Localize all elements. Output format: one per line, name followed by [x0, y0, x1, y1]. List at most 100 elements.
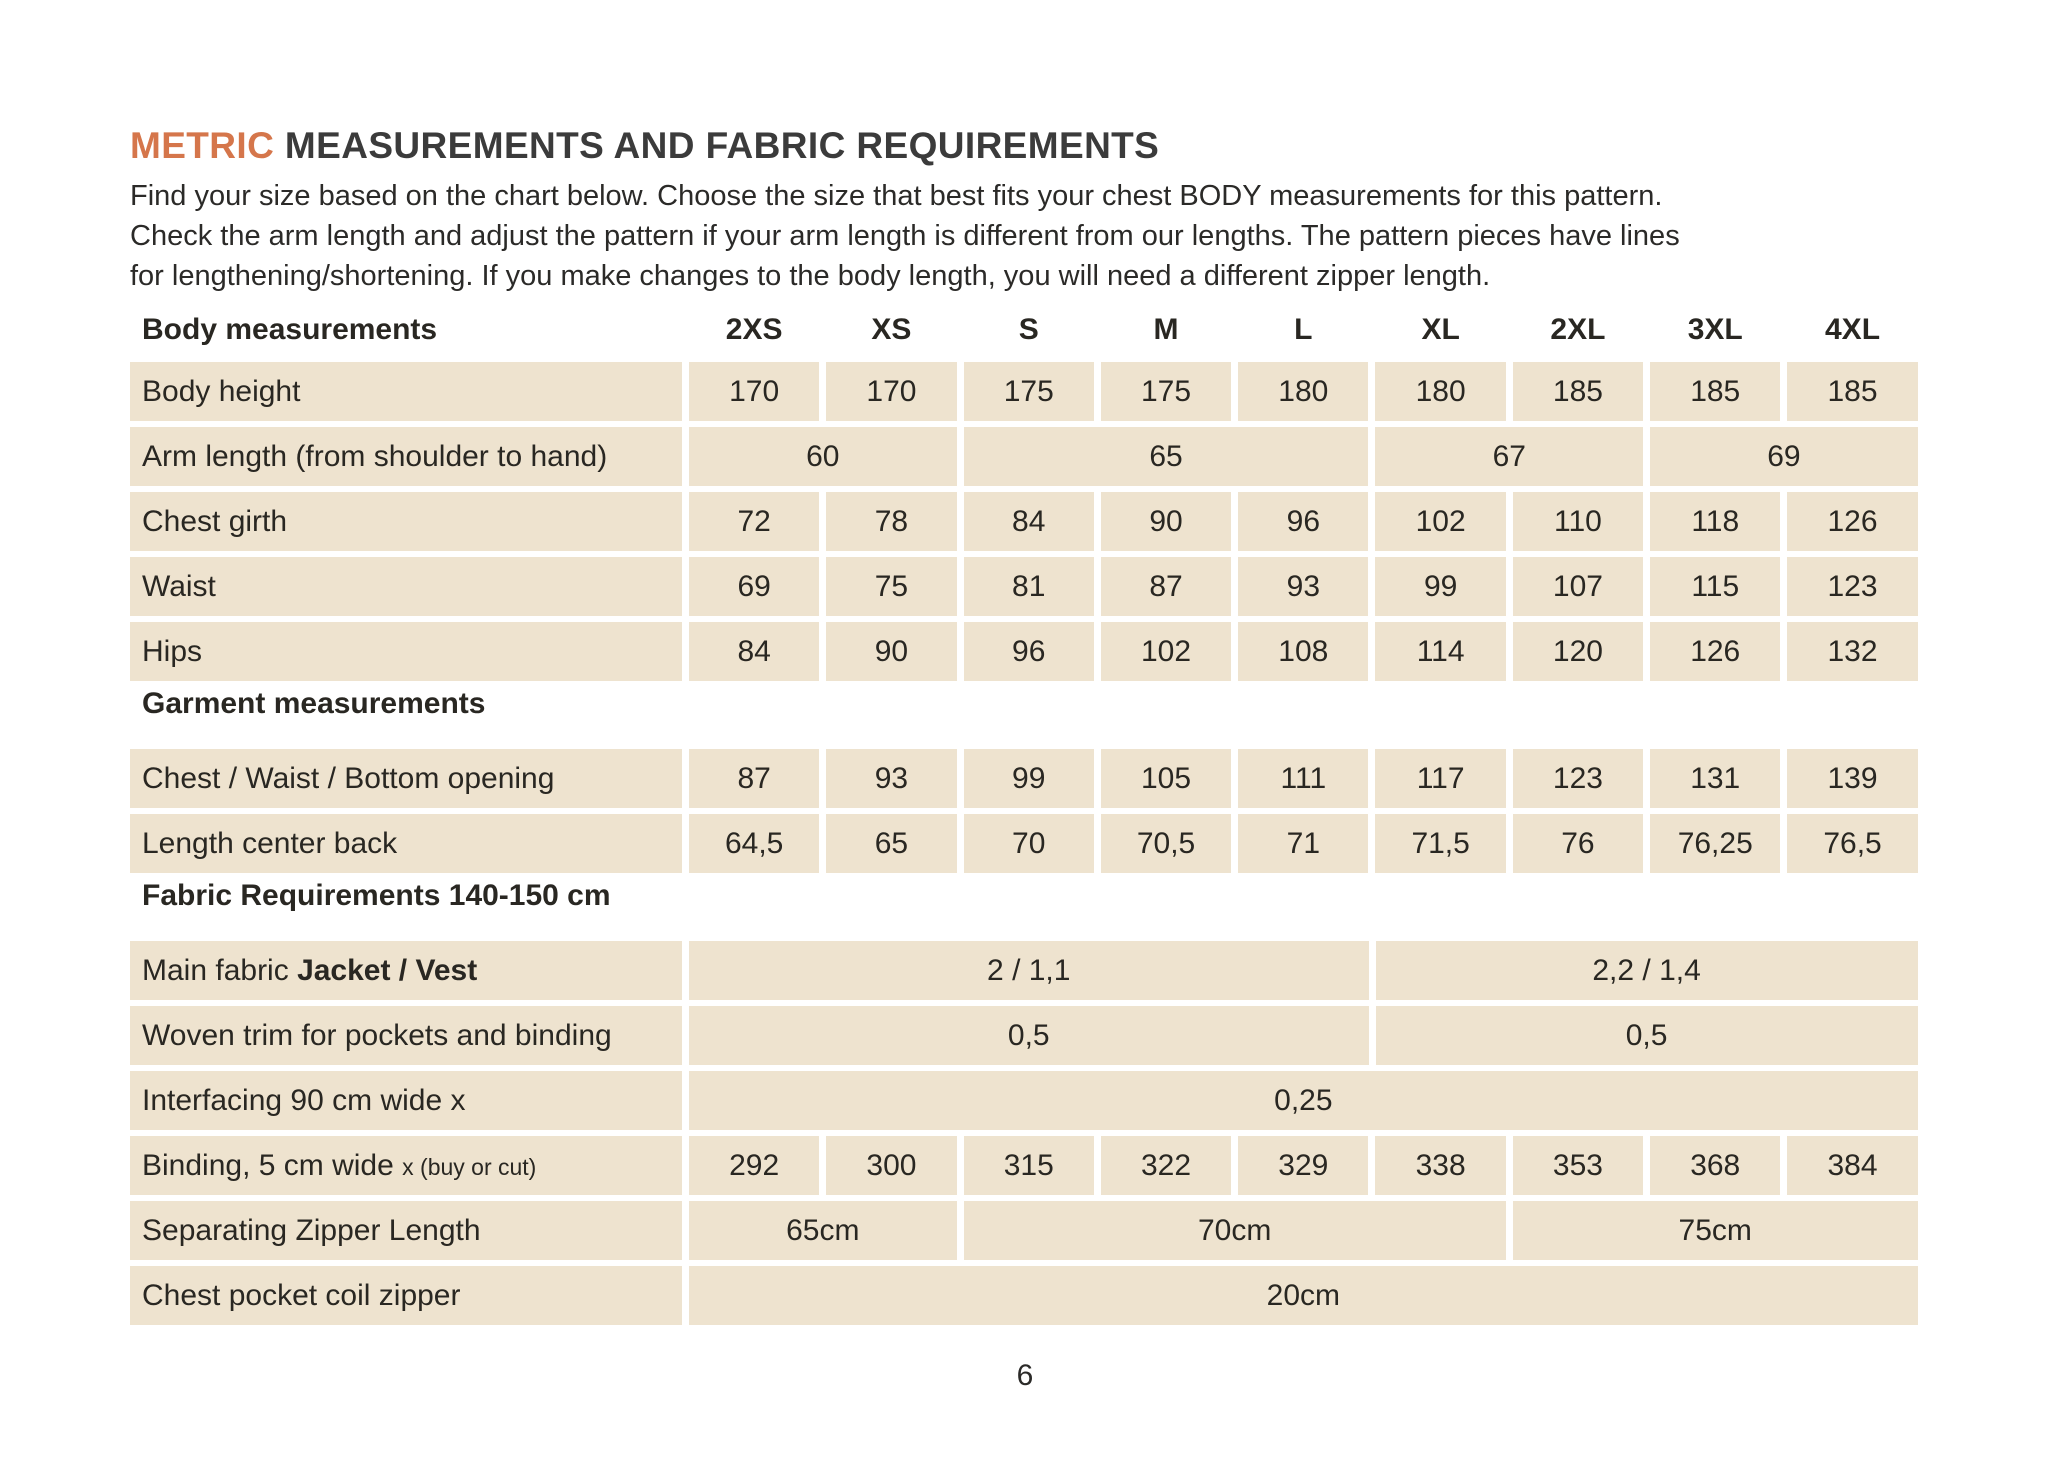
value-cell: 108 — [1238, 622, 1369, 681]
value-cell: 0,5 — [1375, 1006, 1918, 1065]
row-label: Main fabric Jacket / Vest — [130, 941, 682, 1000]
value-cell: 175 — [963, 362, 1094, 421]
table-row: Chest girth 72 78 84 90 96 102 110 118 126 — [130, 492, 1920, 551]
value-cell: 185 — [1650, 362, 1781, 421]
row-label-text: Chest pocket coil zipper — [142, 1278, 461, 1312]
value-cell: 107 — [1512, 557, 1644, 616]
value-cell: 87 — [1100, 557, 1232, 616]
table-row: Interfacing 90 cm wide x 0,25 — [130, 1071, 1920, 1130]
row-label-text: Woven trim for pockets and binding — [142, 1018, 612, 1052]
title-highlight: METRIC — [130, 125, 275, 166]
value-cell: 81 — [963, 557, 1094, 616]
row-label: Binding, 5 cm wide x (buy or cut) — [130, 1136, 682, 1195]
table-row: Hips 84 90 96 102 108 114 120 126 132 — [130, 622, 1920, 681]
row-label: Arm length (from shoulder to hand) — [130, 427, 682, 486]
value-cell: 115 — [1650, 557, 1781, 616]
row-label-text: Body height — [142, 374, 301, 408]
value-cell: 338 — [1375, 1136, 1506, 1195]
row-label: Hips — [130, 622, 682, 681]
column-header-2xl: 2XL — [1550, 313, 1606, 346]
value-cell: 126 — [1650, 622, 1781, 681]
value-cell: 72 — [689, 492, 820, 551]
value-cell: 111 — [1238, 749, 1369, 808]
value-cell: 69 — [689, 557, 820, 616]
value-cell: 65cm — [689, 1201, 957, 1260]
table-row: Binding, 5 cm wide x (buy or cut) 292 300 3… — [130, 1136, 1920, 1195]
row-label: Length center back — [130, 814, 682, 873]
page-title: METRIC MEASUREMENTS AND FABRIC REQUIREME… — [130, 126, 2048, 166]
row-label: Chest pocket coil zipper — [130, 1266, 682, 1325]
value-cell: 118 — [1650, 492, 1781, 551]
value-cell: 139 — [1787, 749, 1918, 808]
row-label-text: Interfacing 90 cm wide x — [142, 1083, 466, 1117]
value-cell: 170 — [826, 362, 957, 421]
value-cell: 329 — [1238, 1136, 1369, 1195]
value-cell: 0,5 — [689, 1006, 1369, 1065]
value-cell: 368 — [1650, 1136, 1781, 1195]
value-cell: 93 — [826, 749, 957, 808]
value-cell: 123 — [1787, 557, 1918, 616]
row-label-text: Binding, 5 cm wide x (buy or cut) — [142, 1148, 537, 1182]
value-cell: 78 — [826, 492, 957, 551]
value-cell: 2 / 1,1 — [689, 941, 1369, 1000]
value-cell: 84 — [689, 622, 820, 681]
table-row: Waist 69 75 81 87 93 99 107 115 123 — [130, 557, 1920, 616]
row-label-text: Waist — [142, 569, 216, 603]
value-cell: 60 — [689, 427, 957, 486]
value-cell: 117 — [1375, 749, 1506, 808]
value-cell: 126 — [1787, 492, 1918, 551]
value-cell: 93 — [1238, 557, 1369, 616]
size-table: Body measurements 2XS XS S M L XL 2XL 3XL 4XL Body… — [130, 304, 1920, 1325]
column-header-l: L — [1294, 313, 1313, 346]
value-cell: 110 — [1512, 492, 1644, 551]
section-header-row: Fabric Requirements 140-150 cm — [130, 879, 1920, 935]
table-row: Body height 170 170 175 175 180 180 185 185 185 — [130, 362, 1920, 421]
table-row: Chest / Waist / Bottom opening 87 93 99 105 1… — [130, 749, 1920, 808]
row-label-text: Arm length (from shoulder to hand) — [142, 439, 608, 473]
value-cell: 76,25 — [1650, 814, 1781, 873]
value-cell: 84 — [963, 492, 1094, 551]
column-header-m: M — [1153, 313, 1179, 346]
table-row: Separating Zipper Length 65cm 70cm 75cm — [130, 1201, 1920, 1260]
row-label: Chest / Waist / Bottom opening — [130, 749, 682, 808]
value-cell: 67 — [1375, 427, 1644, 486]
value-cell: 105 — [1100, 749, 1232, 808]
title-rest: MEASUREMENTS AND FABRIC REQUIREMENTS — [284, 125, 1160, 166]
row-label-text: Hips — [142, 634, 203, 668]
value-cell: 180 — [1375, 362, 1506, 421]
row-label: Separating Zipper Length — [130, 1201, 682, 1260]
value-cell: 102 — [1375, 492, 1506, 551]
table-row: Chest pocket coil zipper 20cm — [130, 1266, 1920, 1325]
intro-line: Check the arm length and adjust the patt… — [130, 220, 1680, 252]
column-header-s: S — [1018, 313, 1039, 346]
row-label-text: Main fabric Jacket / Vest — [142, 953, 478, 987]
table-row: Length center back 64,5 65 70 70,5 71 71,5 76 76… — [130, 814, 1920, 873]
column-header-3xl: 3XL — [1687, 313, 1743, 346]
row-label-text: Chest girth — [142, 504, 288, 538]
value-cell: 76 — [1512, 814, 1644, 873]
value-cell: 315 — [963, 1136, 1094, 1195]
row-label: Waist — [130, 557, 682, 616]
value-cell: 70cm — [963, 1201, 1506, 1260]
value-cell: 300 — [826, 1136, 957, 1195]
value-cell: 384 — [1787, 1136, 1918, 1195]
value-cell: 90 — [1100, 492, 1232, 551]
value-cell: 96 — [1238, 492, 1369, 551]
value-cell: 132 — [1787, 622, 1918, 681]
value-cell: 175 — [1100, 362, 1232, 421]
value-cell: 76,5 — [1787, 814, 1918, 873]
value-cell: 96 — [963, 622, 1094, 681]
value-cell: 180 — [1238, 362, 1369, 421]
value-cell: 170 — [689, 362, 820, 421]
value-cell: 20cm — [689, 1266, 1918, 1325]
value-cell: 322 — [1100, 1136, 1232, 1195]
value-cell: 99 — [963, 749, 1094, 808]
intro-paragraph: Find your size based on the chart below.… — [130, 176, 2048, 296]
table-row: Main fabric Jacket / Vest 2 / 1,1 2,2 / 1,… — [130, 941, 1920, 1000]
value-cell: 185 — [1787, 362, 1918, 421]
row-label: Chest girth — [130, 492, 682, 551]
column-header-4xl: 4XL — [1825, 313, 1881, 346]
value-cell: 0,25 — [689, 1071, 1918, 1130]
column-header-xl: XL — [1421, 313, 1460, 346]
value-cell: 99 — [1375, 557, 1506, 616]
